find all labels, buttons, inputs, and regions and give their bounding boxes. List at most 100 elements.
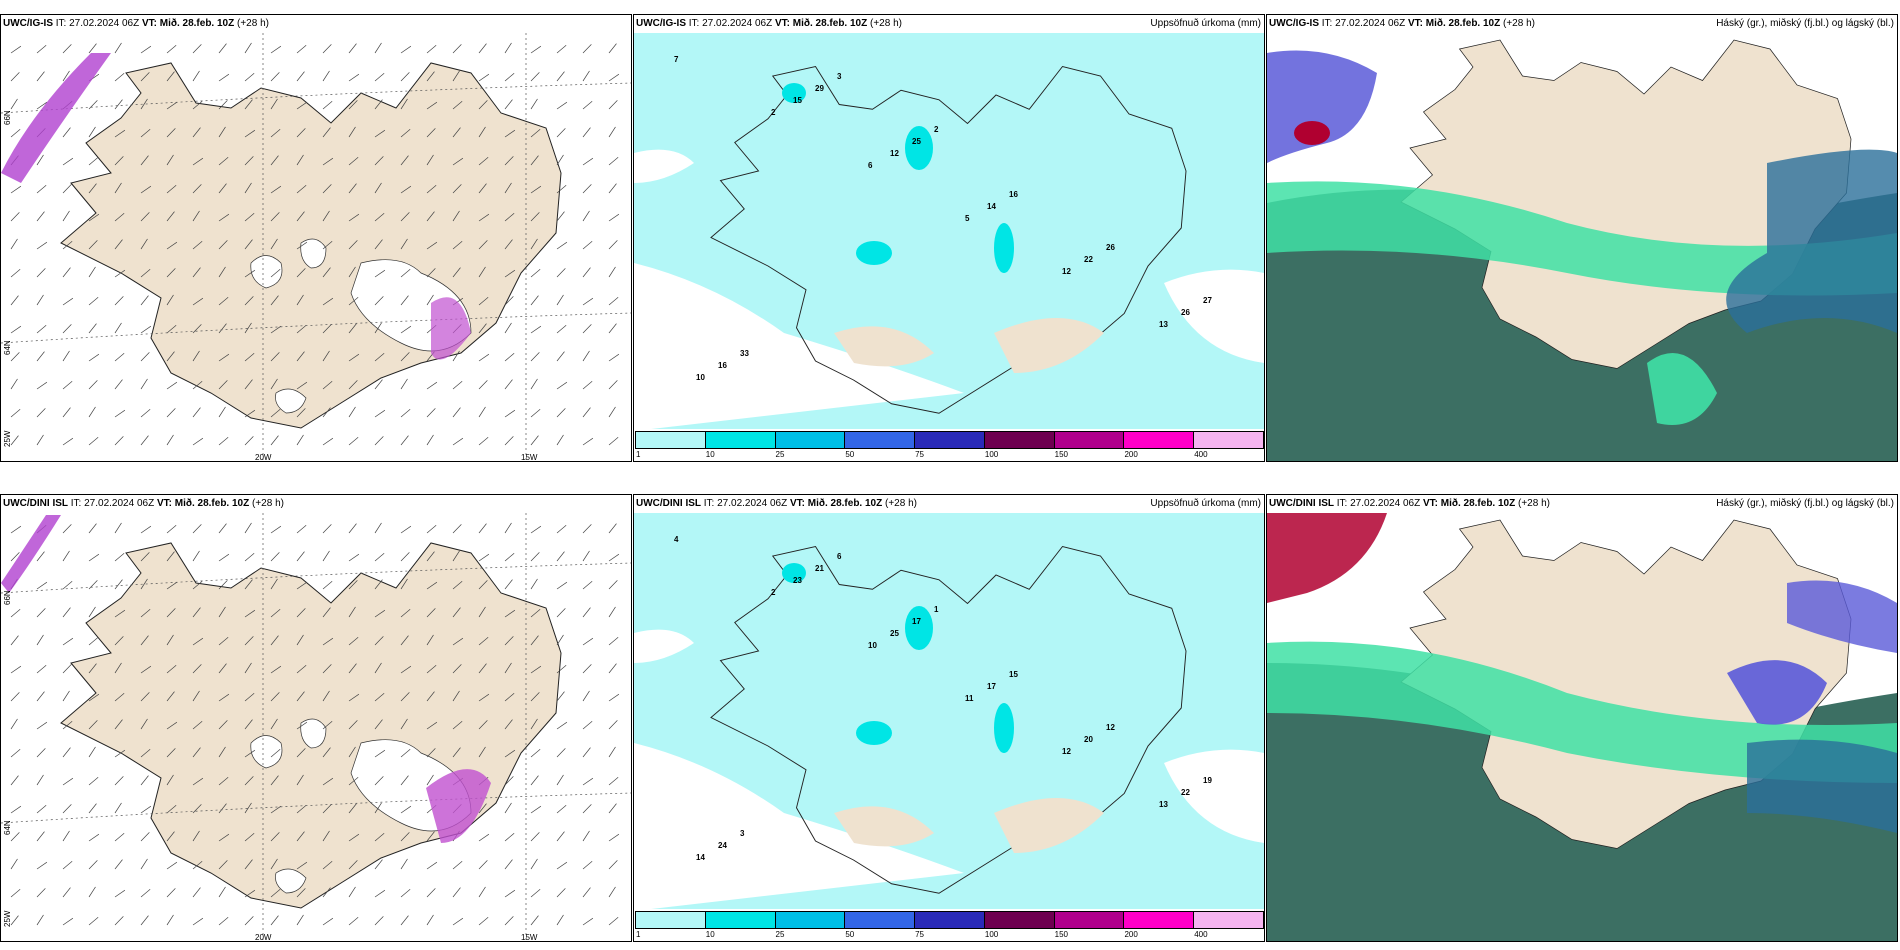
- precip-colorbar: 1 10 25 50 75 100 150 200 400: [634, 429, 1264, 461]
- lon-label-25w: 25W: [3, 910, 12, 927]
- precip-value-label: 5: [965, 214, 970, 223]
- precip-value-label: 19: [1203, 776, 1212, 785]
- colorbar-swatch: [774, 431, 846, 449]
- lead-time: (+28 h): [870, 18, 902, 29]
- precip-value-label: 12: [1062, 267, 1071, 276]
- it-label: IT:: [55, 18, 67, 29]
- precip-value-label: 26: [1106, 243, 1115, 252]
- colorbar-swatch: [1193, 911, 1264, 929]
- precip-value-label: 12: [890, 149, 899, 158]
- colorbar-label: 25: [775, 450, 785, 459]
- panel-header: UWC/IG-IS IT: 27.02.2024 06Z VT: Mið. 28…: [1267, 15, 1897, 33]
- map-panel-bottom-wind: UWC/DINI ISL IT: 27.02.2024 06Z VT: Mið.…: [0, 494, 632, 942]
- precip-value-label: 11: [965, 694, 974, 703]
- precip-value-label: 21: [815, 564, 824, 573]
- vt-label: VT:: [774, 18, 790, 29]
- colorbar-swatch: [1053, 431, 1125, 449]
- it-label: IT:: [688, 18, 700, 29]
- colorbar-label: 50: [845, 450, 855, 459]
- lead-time: (+28 h): [237, 18, 269, 29]
- field-title: Uppsöfnuð úrkoma (mm): [1150, 18, 1261, 29]
- precip-value-label: 14: [987, 202, 996, 211]
- it-label: IT:: [703, 498, 715, 509]
- precip-value-label: 24: [718, 841, 727, 850]
- panel-header: UWC/DINI ISL IT: 27.02.2024 06Z VT: Mið.…: [634, 495, 1264, 513]
- model-name: UWC/IG-IS: [1269, 18, 1319, 29]
- model-name: UWC/DINI ISL: [1269, 498, 1334, 509]
- panel-header: UWC/DINI ISL IT: 27.02.2024 06Z VT: Mið.…: [1, 495, 631, 513]
- colorbar-swatch: [1123, 431, 1195, 449]
- precip-value-label: 17: [912, 617, 921, 626]
- it-label: IT:: [70, 498, 82, 509]
- precip-value-label: 26: [1181, 308, 1190, 317]
- lat-label-66n: 66N: [3, 110, 12, 125]
- colorbar-label: 10: [705, 930, 715, 939]
- precip-value-label: 15: [793, 96, 802, 105]
- colorbar-swatch: [844, 911, 916, 929]
- colorbar-label: 100: [984, 450, 999, 459]
- map-panel-bottom-precip: UWC/DINI ISL IT: 27.02.2024 06Z VT: Mið.…: [633, 494, 1265, 942]
- model-name: UWC/DINI ISL: [3, 498, 68, 509]
- colorbar-label: 400: [1194, 930, 1208, 939]
- lon-label-20w: 20W: [255, 933, 272, 942]
- precip-value-label: 2: [771, 588, 776, 597]
- lon-label-25w: 25W: [3, 430, 12, 447]
- precip-value-label: 3: [837, 72, 842, 81]
- precip-value-label: 27: [1203, 296, 1212, 305]
- colorbar-label: 50: [845, 930, 855, 939]
- lon-label-15w: 15W: [521, 453, 538, 462]
- precip-colorbar: 1 10 25 50 75 100 150 200 400: [634, 909, 1264, 941]
- init-time: 27.02.2024 06Z: [717, 498, 788, 509]
- colorbar-swatch: [1123, 911, 1195, 929]
- precip-value-label: 29: [815, 84, 824, 93]
- precip-value-label: 13: [1159, 800, 1168, 809]
- colorbar-label: 25: [775, 930, 785, 939]
- precip-value-label: 12: [1106, 723, 1115, 732]
- cloud-map: [1267, 513, 1897, 941]
- precip-value-label: 22: [1084, 255, 1093, 264]
- lat-label-66n: 66N: [3, 590, 12, 605]
- vt-label: VT:: [1407, 18, 1423, 29]
- precip-value-label: 13: [1159, 320, 1168, 329]
- panel-header: UWC/IG-IS IT: 27.02.2024 06Z VT: Mið. 28…: [1, 15, 631, 33]
- field-title: Uppsöfnuð úrkoma (mm): [1150, 498, 1261, 509]
- lon-label-20w: 20W: [255, 453, 272, 462]
- lead-time: (+28 h): [885, 498, 917, 509]
- field-title: Háský (gr.), miðský (fj.bl.) og lágský (…: [1716, 18, 1894, 29]
- colorbar-swatch: [704, 911, 776, 929]
- precip-value-label: 23: [793, 576, 802, 585]
- colorbar-label: 10: [705, 450, 715, 459]
- valid-time: Mið. 28.feb. 10Z: [792, 18, 868, 29]
- init-time: 27.02.2024 06Z: [1350, 498, 1421, 509]
- field-title: Háský (gr.), miðský (fj.bl.) og lágský (…: [1716, 498, 1894, 509]
- colorbar-swatch: [844, 431, 916, 449]
- precip-value-label: 14: [696, 853, 705, 862]
- colorbar-swatch: [914, 431, 985, 449]
- init-time: 27.02.2024 06Z: [84, 498, 155, 509]
- precip-value-label: 25: [890, 629, 899, 638]
- it-label: IT:: [1321, 18, 1333, 29]
- valid-time: Mið. 28.feb. 10Z: [807, 498, 883, 509]
- precip-value-label: 16: [1009, 190, 1018, 199]
- map-panel-top-cloud: UWC/IG-IS IT: 27.02.2024 06Z VT: Mið. 28…: [1266, 14, 1898, 462]
- panel-header: UWC/DINI ISL IT: 27.02.2024 06Z VT: Mið.…: [1267, 495, 1897, 513]
- precip-value-label: 12: [1062, 747, 1071, 756]
- precip-value-label: 1: [934, 605, 939, 614]
- colorbar-swatch: [1193, 431, 1264, 449]
- precip-value-label: 22: [1181, 788, 1190, 797]
- colorbar-swatch: [983, 431, 1055, 449]
- vt-label: VT:: [156, 498, 172, 509]
- precip-value-label: 7: [674, 55, 679, 64]
- model-name: UWC/IG-IS: [636, 18, 686, 29]
- valid-time: Mið. 28.feb. 10Z: [159, 18, 235, 29]
- colorbar-label: 1: [636, 450, 641, 459]
- map-panel-top-wind: UWC/IG-IS IT: 27.02.2024 06Z VT: Mið. 28…: [0, 14, 632, 462]
- valid-time: Mið. 28.feb. 10Z: [1425, 18, 1501, 29]
- colorbar-swatch: [635, 911, 706, 929]
- colorbar-swatch: [774, 911, 846, 929]
- colorbar-swatch: [1053, 911, 1125, 929]
- init-time: 27.02.2024 06Z: [702, 18, 773, 29]
- precip-value-label: 17: [987, 682, 996, 691]
- precip-value-label: 2: [771, 108, 776, 117]
- init-time: 27.02.2024 06Z: [69, 18, 140, 29]
